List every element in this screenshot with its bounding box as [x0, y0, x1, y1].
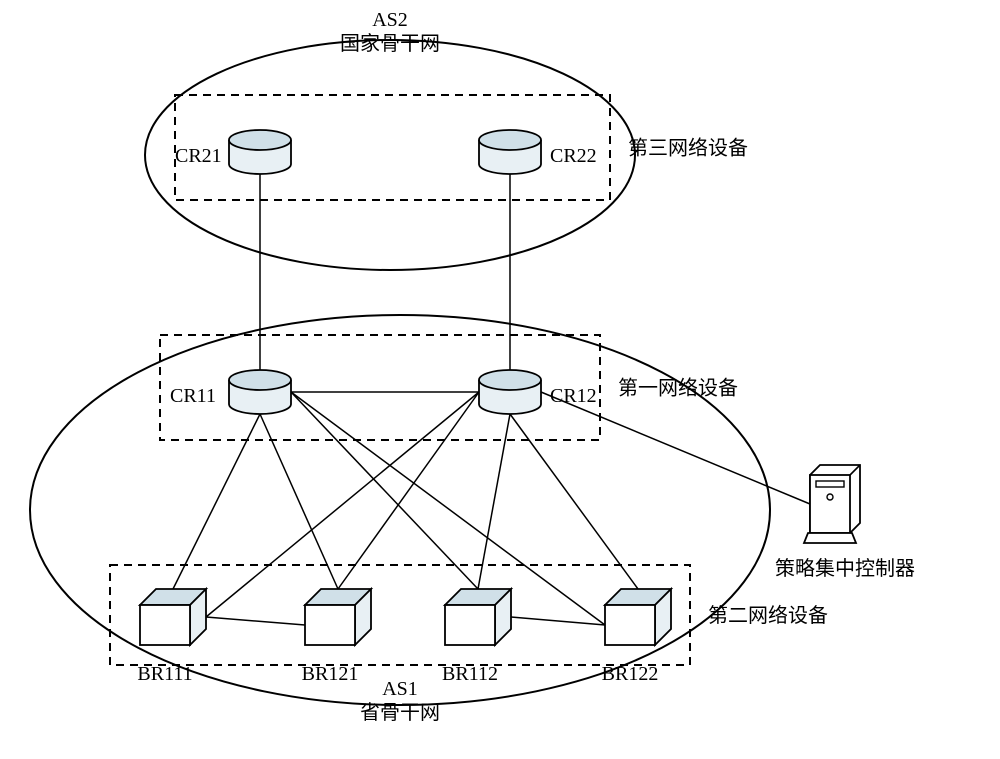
as1-title: AS1: [382, 678, 418, 700]
label-CR12: CR12: [550, 385, 597, 407]
edge-BR112-BR122: [511, 617, 605, 625]
policy-controller: [804, 465, 860, 543]
edge-CR11-BR112: [291, 392, 478, 589]
as1-subtitle: 省骨干网: [360, 701, 440, 724]
node-BR111: [140, 589, 206, 645]
node-CR21: [229, 130, 291, 174]
node-CR12: [479, 370, 541, 414]
node-CR11: [229, 370, 291, 414]
node-BR112: [445, 589, 511, 645]
controller-label: 策略集中控制器: [775, 557, 915, 580]
nodes-layer: CR21 CR22 CR11 CR12 BR111 BR121 BR112 BR122: [137, 130, 671, 685]
label-CR21: CR21: [175, 145, 222, 167]
node-CR22: [479, 130, 541, 174]
edge-CR12-BR122: [510, 414, 638, 589]
as2-subtitle: 国家骨干网: [340, 32, 440, 55]
controller-icon: [804, 465, 860, 543]
label-BR122: BR122: [602, 663, 659, 685]
label-BR111: BR111: [137, 663, 192, 685]
group-label-second: 第二网络设备: [708, 604, 828, 627]
as1-domain: [30, 315, 770, 705]
diagram-canvas: CR21 CR22 CR11 CR12 BR111 BR121 BR112 BR122 AS2…: [0, 0, 1000, 759]
edge-BR111-BR121: [206, 617, 305, 625]
node-BR121: [305, 589, 371, 645]
label-BR121: BR121: [302, 663, 359, 685]
group-label-first: 第一网络设备: [618, 377, 738, 400]
group-label-third: 第三网络设备: [628, 137, 748, 160]
edge-CR12-CTRL: [541, 392, 810, 504]
label-CR11: CR11: [170, 385, 216, 407]
label-CR22: CR22: [550, 145, 597, 167]
label-BR112: BR112: [442, 663, 498, 685]
node-BR122: [605, 589, 671, 645]
as2-title: AS2: [372, 9, 408, 31]
